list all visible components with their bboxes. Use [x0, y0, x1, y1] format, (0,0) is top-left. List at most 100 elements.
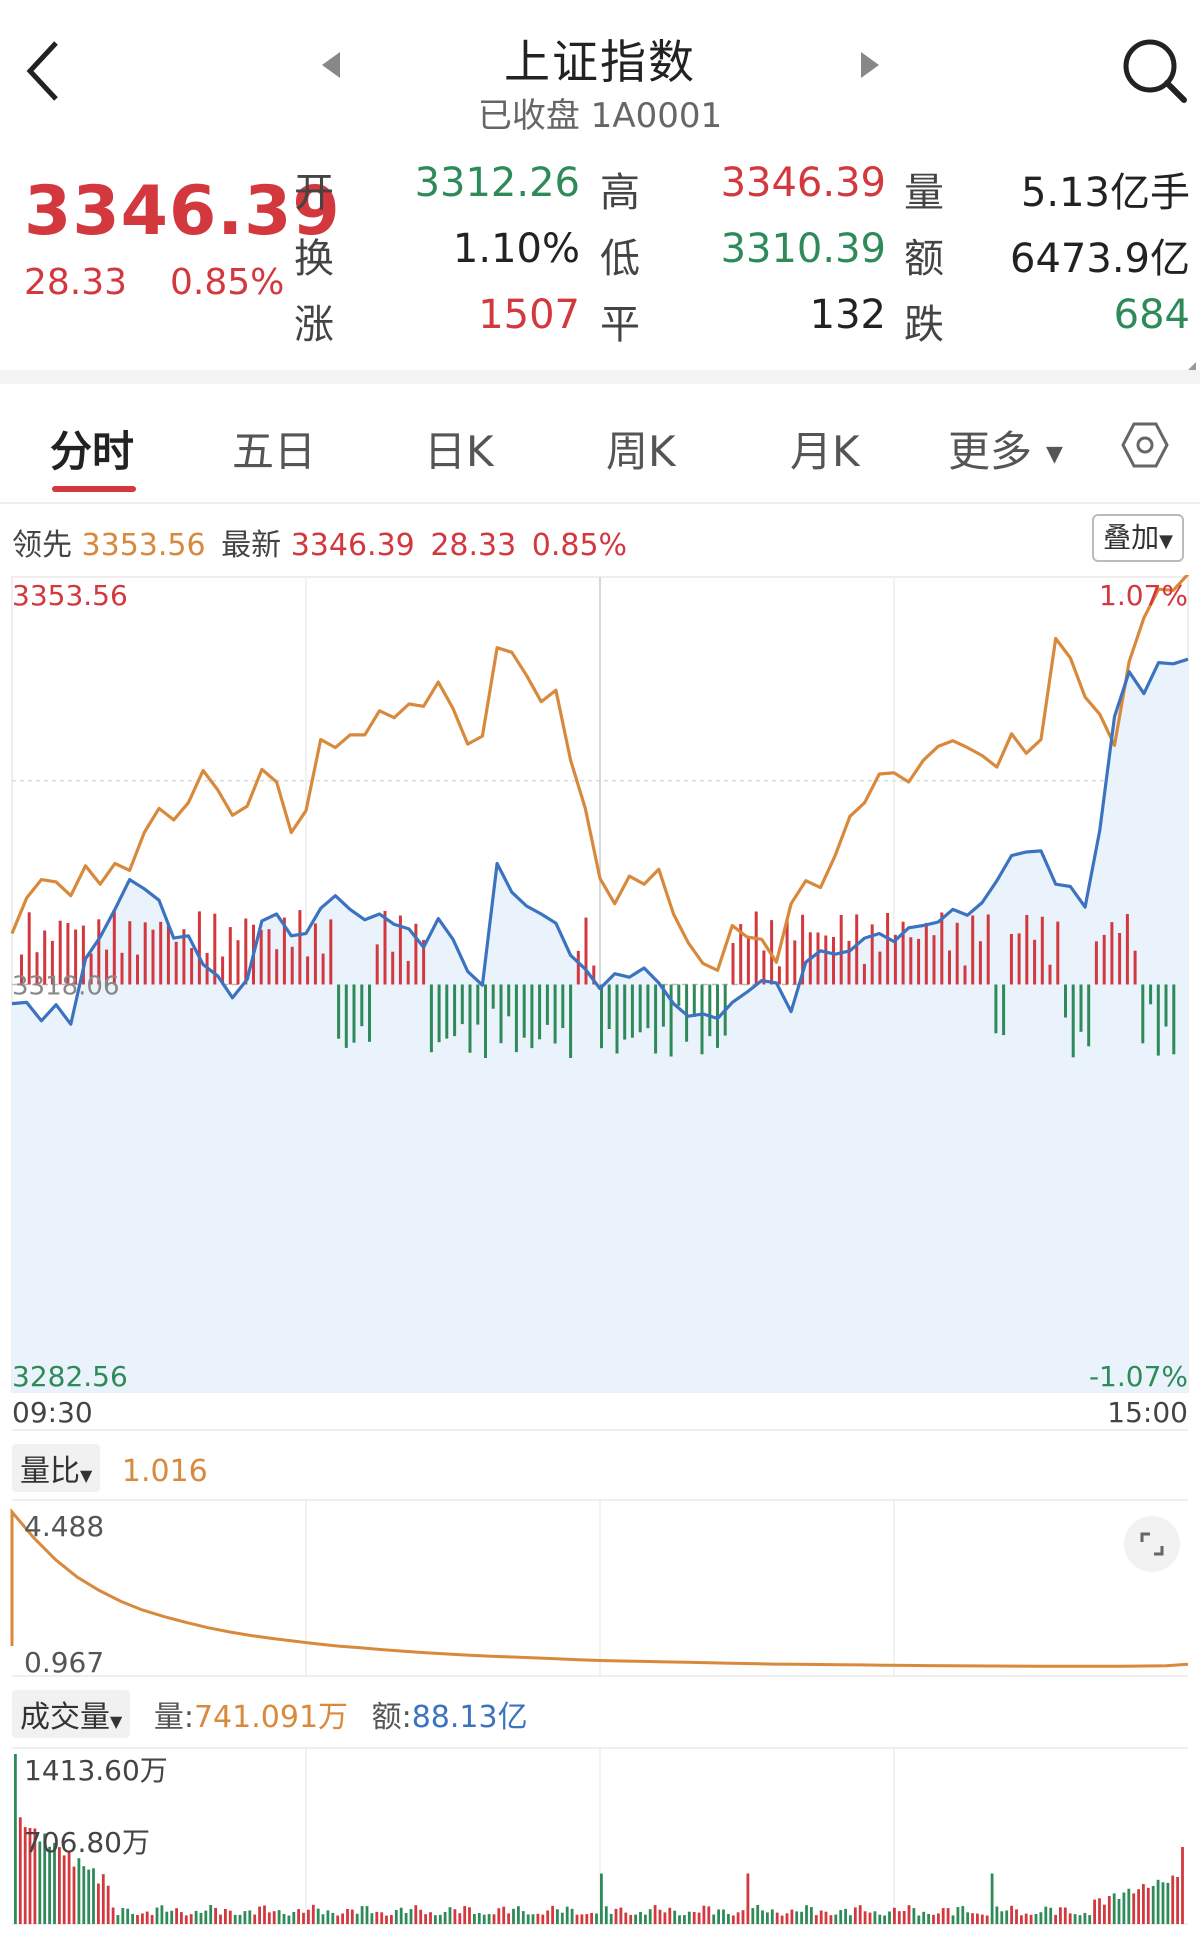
volume-bar [619, 1907, 623, 1924]
breadth-bar-down [1087, 984, 1091, 1047]
volume-bar [1088, 1915, 1092, 1924]
volume-bar [678, 1915, 681, 1924]
volume-bar [1068, 1913, 1072, 1924]
volume-bar [258, 1906, 261, 1924]
breadth-bar-up [228, 927, 232, 985]
expand-button[interactable] [1124, 1516, 1180, 1572]
volume-bar [1039, 1912, 1043, 1924]
volume-bar [1010, 1905, 1013, 1924]
volume-bar [399, 1907, 403, 1924]
volume-bar [761, 1910, 764, 1924]
volume-amount-label: 量: [153, 1700, 194, 1735]
volume-bar [600, 1873, 603, 1924]
volume-bar [189, 1914, 193, 1924]
breadth-bar-down [677, 984, 681, 1006]
volume-bar [985, 1915, 989, 1924]
volume-bar [184, 1915, 188, 1924]
volume-bar [1073, 1914, 1077, 1924]
volume-bar [209, 1905, 213, 1924]
breadth-bar-up [290, 946, 294, 985]
volume-bar [565, 1906, 569, 1924]
volume-bar [546, 1910, 550, 1924]
breadth-bar-up [197, 911, 201, 985]
breadth-bar-up [275, 949, 279, 985]
breadth-bar-up [298, 910, 302, 985]
volume-bar [560, 1912, 564, 1924]
breadth-bar-down [538, 984, 542, 1040]
volume-bar [922, 1911, 926, 1924]
volume-bar [1127, 1888, 1131, 1924]
breadth-bar-down [491, 984, 495, 1009]
breadth-bar-up [955, 922, 959, 985]
volume-bar [331, 1912, 335, 1924]
breadth-bar-down [344, 984, 348, 1048]
volume-bar [644, 1914, 647, 1924]
next-stock-button[interactable] [857, 48, 883, 82]
breadth-bar-up [971, 915, 975, 985]
volume-bar [1063, 1907, 1067, 1924]
volume-bar [243, 1911, 247, 1924]
search-button[interactable] [1120, 36, 1190, 106]
volume-bar [834, 1914, 838, 1924]
breadth-bar-up [1133, 950, 1137, 985]
volume-bar [639, 1911, 642, 1924]
breadth-bar-up [166, 923, 170, 985]
volume-ratio-selector[interactable]: 量比▼ [12, 1444, 101, 1492]
volume-bar [702, 1905, 706, 1924]
volume-bar [785, 1913, 789, 1924]
overlay-button-label: 叠加 [1103, 521, 1160, 554]
breadth-bar-up [909, 937, 913, 985]
volume-bar [477, 1913, 481, 1924]
volume-bar [1132, 1893, 1136, 1924]
tab-weekly-k[interactable]: 周K [606, 427, 676, 476]
lead-label: 领先 [12, 528, 72, 563]
current-price: 3346.39 [24, 172, 341, 251]
back-button[interactable] [18, 35, 78, 105]
volume-bar [267, 1912, 271, 1924]
breadth-bar-up [259, 929, 263, 985]
intraday-chart[interactable]: 3353.56 3318.06 3282.56 1.07% -1.07% 09:30 15:… [0, 575, 1200, 1956]
tab-more[interactable]: 更多 ▼ [948, 418, 1063, 479]
volume-bar [595, 1913, 598, 1924]
breadth-bar-up [58, 920, 62, 985]
breadth-bar-up [136, 954, 139, 985]
volume-bar [609, 1913, 613, 1924]
tab-intraday[interactable]: 分时 [50, 427, 135, 476]
volume-bar [263, 1905, 266, 1924]
breadth-bar-up [893, 934, 897, 985]
volume-selector[interactable]: 成交量▼ [12, 1690, 131, 1738]
volume-turnover-label: 额: [371, 1700, 412, 1735]
volume-bar [746, 1873, 750, 1924]
breadth-bar-down [507, 984, 511, 1017]
breadth-bar-up [313, 923, 317, 985]
active-tab-indicator [52, 486, 136, 492]
breadth-bar-down [615, 984, 619, 1054]
volume-bar [404, 1913, 408, 1924]
breadth-bar-up [1102, 934, 1106, 985]
tab-daily-k[interactable]: 日K [424, 427, 494, 476]
previous-stock-button[interactable] [318, 48, 344, 82]
volume-bar [1181, 1847, 1184, 1924]
volume-bar [1166, 1882, 1170, 1924]
volume-bar [1117, 1899, 1121, 1924]
tab-five-day[interactable]: 五日 [232, 427, 317, 476]
volume-bar [727, 1914, 730, 1924]
breadth-bar-up [847, 940, 851, 985]
page-title: 上证指数 [504, 35, 696, 89]
overlay-button[interactable]: 叠加▼ [1092, 514, 1184, 562]
volume-bar [512, 1908, 515, 1924]
volume-bar [302, 1912, 305, 1924]
volume-bar [951, 1915, 955, 1924]
high-value: 3346.39 [720, 160, 886, 206]
volume-bar [72, 1866, 76, 1924]
volume-bar [219, 1914, 222, 1924]
volume-label: 量 [904, 170, 944, 216]
volume-bar [883, 1915, 886, 1924]
breadth-bar-down [638, 984, 642, 1033]
volume-bar [48, 1846, 51, 1924]
breadth-bar-up [832, 937, 835, 985]
tab-monthly-k[interactable]: 月K [790, 427, 860, 476]
volume-bar [23, 1827, 27, 1924]
volume-bar [590, 1912, 593, 1924]
chart-settings-button[interactable] [1120, 420, 1170, 474]
